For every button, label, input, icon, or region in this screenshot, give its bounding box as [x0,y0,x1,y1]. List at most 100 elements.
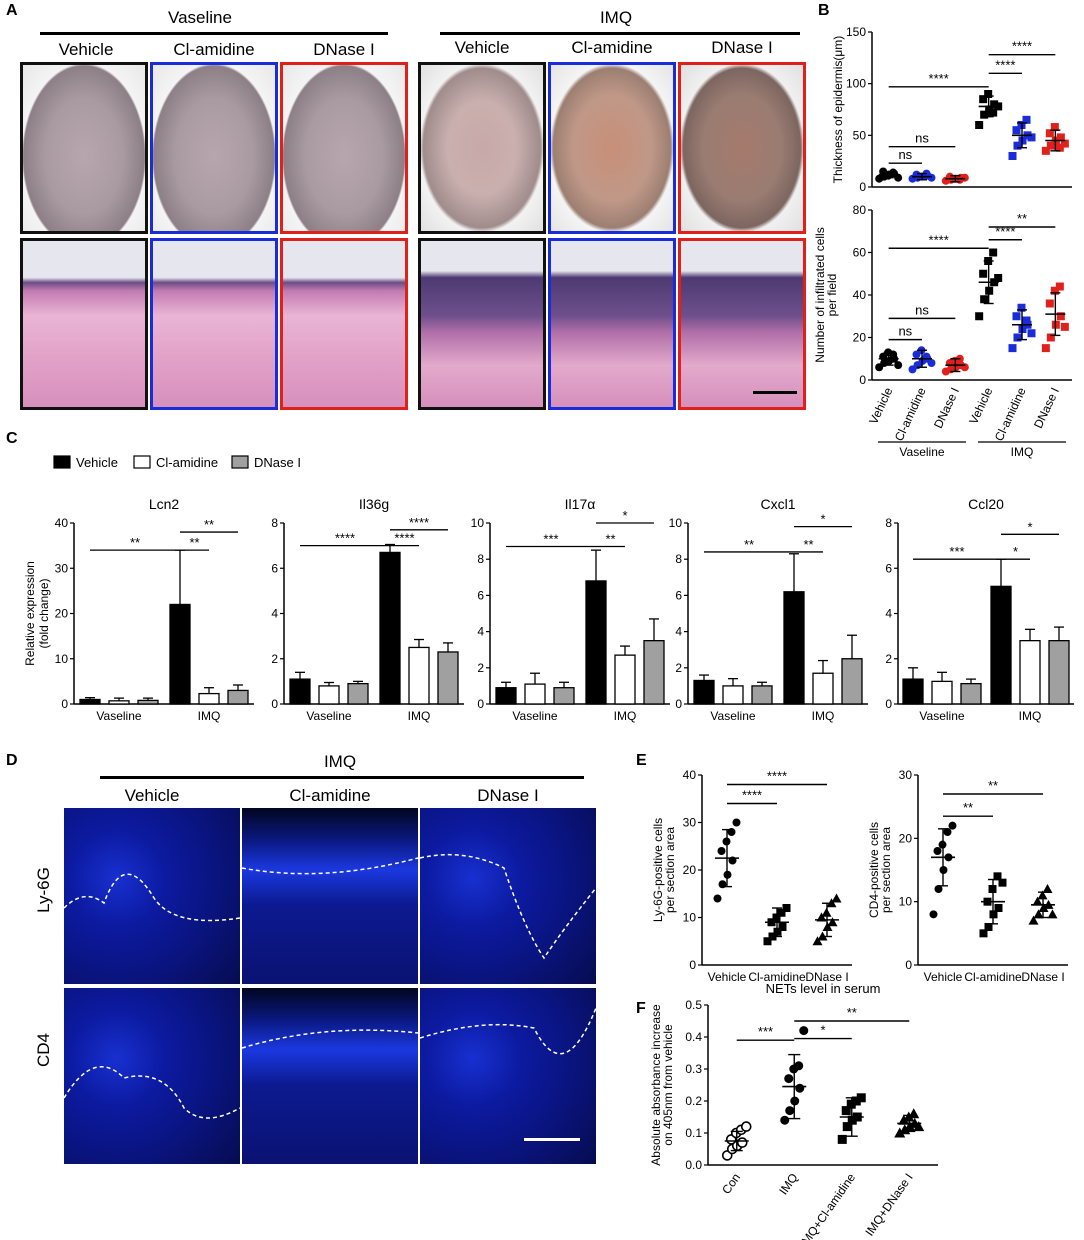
x-tick-label: Vehicle [708,970,747,984]
y-tick-label: 20 [55,607,69,621]
x-tick-label: DNase I [1021,970,1064,984]
data-point [894,1127,906,1138]
data-point [1041,344,1050,353]
data-point [1056,312,1065,321]
bar [960,682,982,705]
bar [841,658,863,705]
y-tick-label: 8 [271,516,278,530]
significance-label: ** [189,535,199,550]
data-point [927,359,936,367]
scale-bar [524,1138,580,1141]
y-tick-label: 40 [683,768,697,782]
data-point [732,818,741,827]
bar [318,685,340,705]
bar [79,698,101,705]
y-tick-label: 0 [675,697,682,711]
significance-label: *** [543,532,558,547]
bar [198,692,220,705]
significance-label: ns [898,324,912,339]
y-tick-label: 6 [885,561,892,575]
data-point [717,847,726,855]
data-point [841,1106,851,1116]
legend-swatch [133,455,151,469]
data-point [1028,915,1039,925]
y-tick-label: 0 [477,697,484,711]
chart-title: Cxcl1 [760,496,795,512]
y-axis-label: per section area [663,827,677,913]
data-point [994,904,1003,912]
bar [289,678,311,705]
significance-label: *** [758,1024,773,1039]
data-point [1055,143,1064,152]
data-point [998,878,1007,887]
data-point [979,95,988,104]
legend-label: Cl-amidine [156,455,218,470]
group-label-imq: IMQ [599,8,633,27]
bar [614,654,636,705]
x-tick-label: DNase I [931,385,962,430]
data-point [851,1096,861,1106]
significance-label: **** [995,224,1015,239]
x-group-label: Vaseline [96,709,141,723]
x-tick-label: DNase I [1031,385,1062,430]
data-point [979,929,988,938]
data-point [984,90,993,98]
column-label: Cl-amidine [173,40,255,59]
y-tick-label: 6 [675,588,682,602]
data-point [927,173,936,182]
bar [931,680,953,705]
significance-label: ** [204,517,214,532]
y-axis-label: Relative expression [23,561,37,666]
y-tick-label: 100 [846,77,866,91]
data-point [1041,146,1050,155]
y-axis-label: per field [825,274,839,317]
y-tick-label: 0 [859,373,866,387]
significance-label: ** [963,800,973,815]
significance-label: **** [767,769,787,784]
significance-label: ** [803,537,813,552]
data-point [780,1115,790,1125]
y-tick-label: 50 [853,128,867,142]
data-point [794,1061,804,1071]
immunofluorescence-image [420,808,596,984]
y-tick-label: 10 [899,895,913,909]
data-point [831,893,842,903]
y-tick-label: 0.0 [685,1158,702,1172]
y-axis-label: Ly-6G-positive cells [651,818,665,922]
immunofluorescence-image [242,808,418,984]
x-group-label: Vaseline [306,709,351,723]
y-tick-label: 0 [689,958,696,972]
y-tick-label: 30 [899,768,913,782]
y-tick-label: 6 [271,561,278,575]
data-point [894,361,903,370]
data-point [1047,909,1058,919]
data-point [1045,299,1054,308]
data-point [948,821,957,830]
data-point [933,847,942,855]
x-tick-label: Cl-amidine [992,385,1029,443]
mouse-back-photo [678,62,806,234]
bar [1048,640,1070,705]
data-point [975,312,984,321]
x-group-label: IMQ [812,709,835,723]
y-tick-label: 0 [905,958,912,972]
significance-label: **** [929,71,949,86]
column-label: Vehicle [58,40,114,59]
panel-label-d: D [6,752,18,769]
y-tick-label: 6 [477,588,484,602]
y-tick-label: 30 [55,561,69,575]
data-point [1013,333,1022,342]
x-group-label: Vaseline [710,709,755,723]
y-tick-label: 10 [669,516,683,530]
group-label-imq: IMQ [323,752,357,771]
bar [812,672,834,705]
significance-label: * [820,1023,825,1038]
significance-label: **** [335,531,355,546]
group-line-imq [100,776,584,779]
data-point [1017,303,1026,312]
bar [751,685,773,705]
column-label: Cl-amidine [289,786,371,805]
mouse-back-photo [20,62,148,234]
y-tick-label: 10 [55,652,69,666]
